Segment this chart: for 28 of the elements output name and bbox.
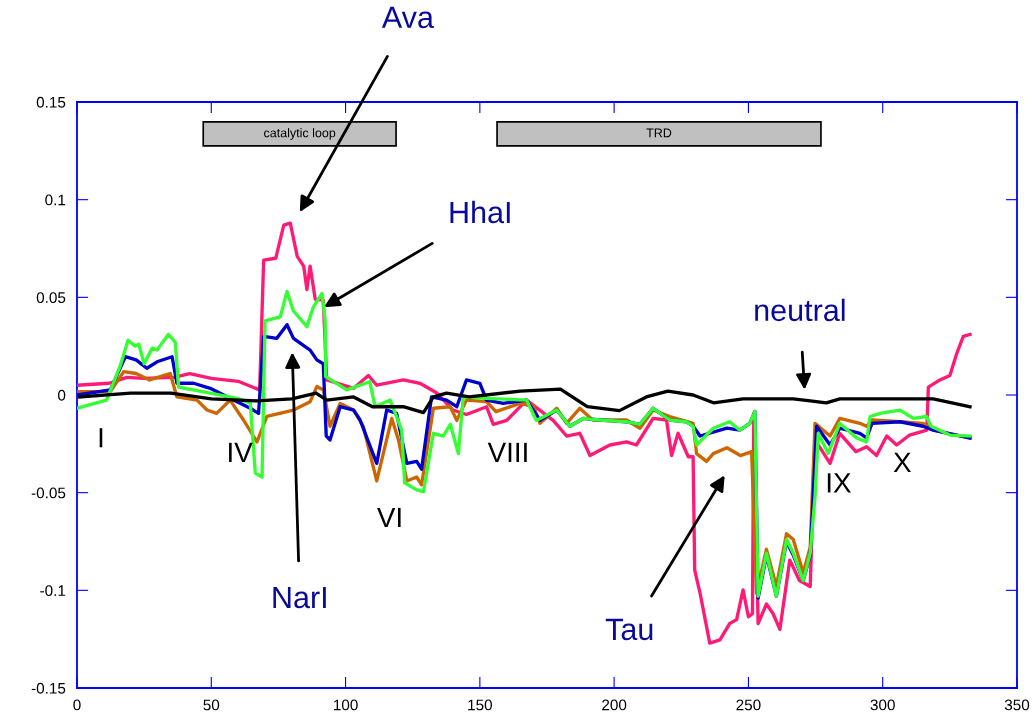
band-label: TRD (646, 128, 672, 138)
text: Ava (381, 6, 434, 29)
annotation: X (893, 452, 911, 472)
annotation: Tau (605, 618, 653, 641)
annotation: neutral (755, 298, 845, 322)
annotation: IX (827, 473, 851, 493)
x-tick-label: 50 (203, 699, 220, 711)
x-tick-label: 200 (602, 699, 627, 711)
x-tick-label: 300 (870, 699, 895, 711)
annotation: HhaI (450, 200, 510, 224)
y-tick-label: 0.05 (36, 292, 66, 304)
annotation: NarI (273, 586, 326, 609)
band-label: catalytic loop (264, 128, 336, 140)
annotation: VIII (487, 442, 527, 462)
y-tick-label: 0 (57, 389, 66, 401)
annotation: VI (377, 507, 401, 527)
x-tick-label: 0 (73, 699, 81, 711)
y-tick-label: 0.15 (36, 96, 66, 108)
x-tick-label: 350 (1004, 699, 1030, 711)
y-tick-label: -0.05 (31, 487, 66, 499)
y-tick-label: -0.15 (31, 682, 66, 694)
annotation: IV (229, 442, 253, 462)
x-tick-label: 150 (468, 699, 493, 711)
y-tick-label: 0.1 (45, 194, 66, 206)
x-tick-label: 100 (333, 699, 358, 711)
annotation: I (99, 428, 103, 448)
y-tick-label: -0.1 (40, 585, 66, 597)
x-tick-label: 250 (736, 699, 761, 711)
